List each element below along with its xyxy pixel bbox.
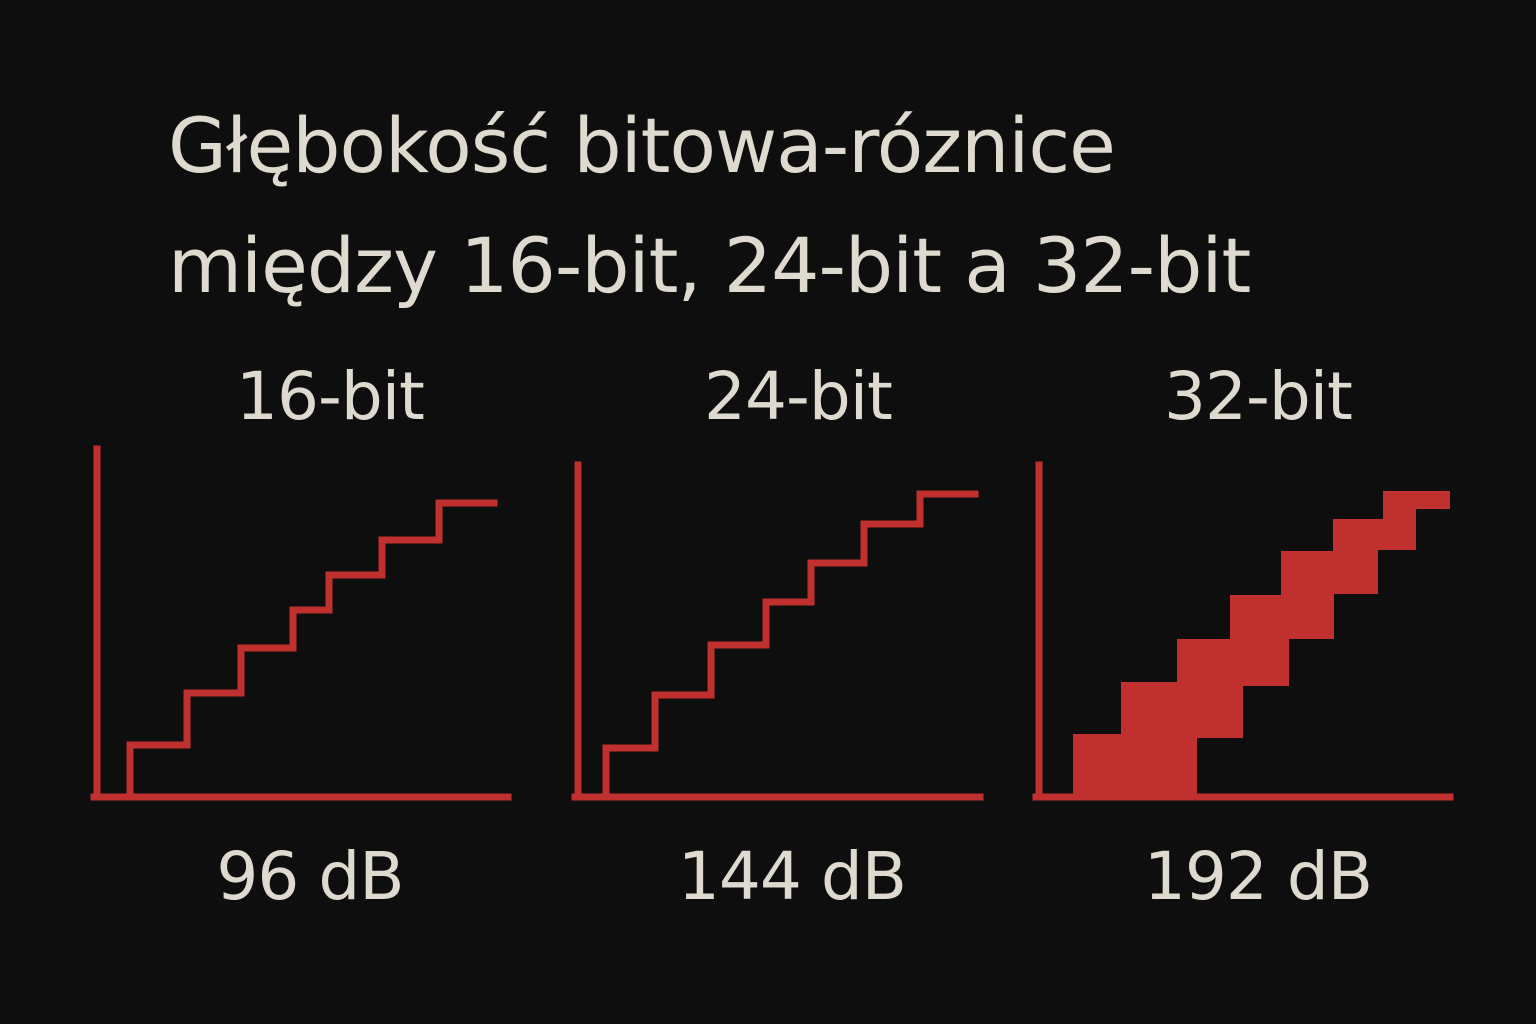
panel-16bit bbox=[90, 445, 512, 801]
quantization-staircase bbox=[126, 499, 498, 801]
quantization-staircase bbox=[602, 490, 979, 801]
panel-label-24bit: 24-bit bbox=[704, 358, 893, 435]
title-line-2: między 16-bit, 24-bit a 32-bit bbox=[168, 221, 1251, 310]
dynamic-range-16bit: 96 dB bbox=[216, 838, 404, 915]
quantization-staircase-filled bbox=[1073, 491, 1450, 797]
page-title: Głębokość bitowa-róznice między 16-bit, … bbox=[168, 86, 1251, 326]
dynamic-range-24bit: 144 dB bbox=[677, 838, 907, 915]
title-line-1: Głębokość bitowa-róznice bbox=[168, 101, 1116, 190]
panel-label-16bit: 16-bit bbox=[236, 358, 425, 435]
dynamic-range-32bit: 192 dB bbox=[1143, 838, 1373, 915]
panel-24bit bbox=[571, 461, 984, 801]
panel-label-32bit: 32-bit bbox=[1164, 358, 1353, 435]
panel-32bit bbox=[1032, 461, 1454, 801]
